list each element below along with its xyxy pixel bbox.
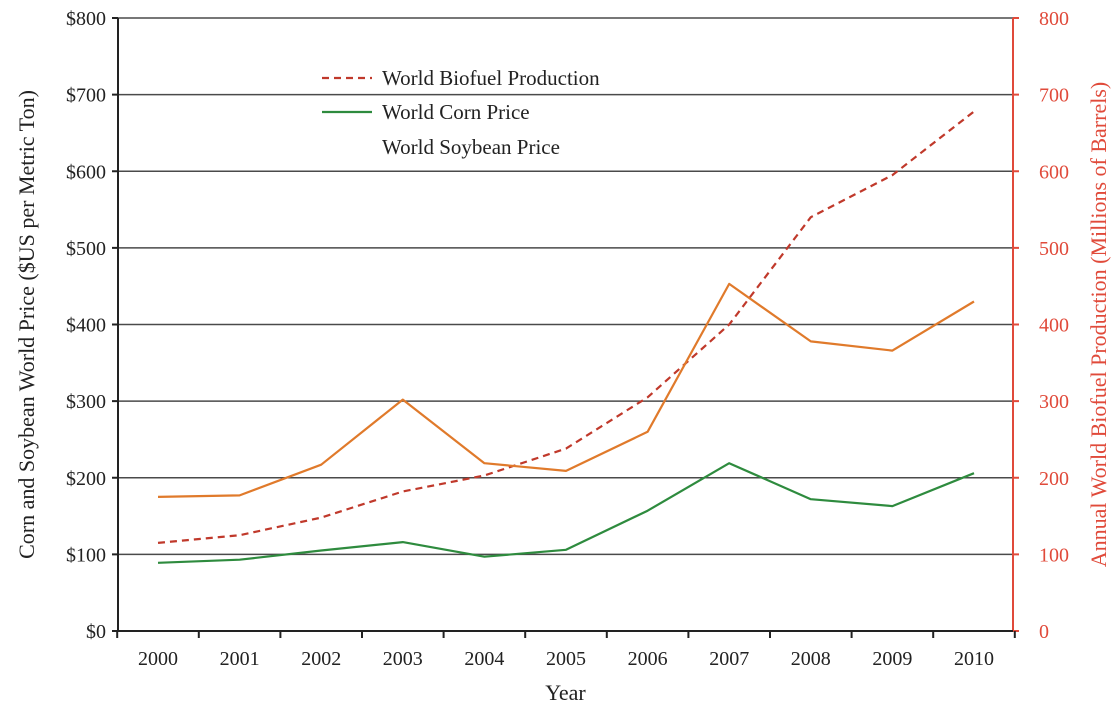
series-line-soybean — [157, 282, 975, 498]
legend-label-biofuel: World Biofuel Production — [382, 66, 600, 90]
series-lines — [157, 110, 975, 564]
x-tick-label: 2010 — [954, 648, 994, 670]
x-tick-label: 2002 — [301, 648, 341, 670]
left-tick-label: $800 — [66, 8, 106, 30]
x-tick-label: 2008 — [791, 648, 831, 670]
right-tick-label: 400 — [1039, 315, 1069, 337]
left-tick-label: $700 — [66, 85, 106, 107]
x-tick-label: 2009 — [872, 648, 912, 670]
right-tick-label: 500 — [1039, 238, 1069, 260]
right-tick-label: 200 — [1039, 468, 1069, 490]
right-y-ticks: 0 100 200 300 400 500 600 700 800 — [1013, 8, 1069, 643]
x-tick-label: 2001 — [220, 648, 260, 670]
right-tick-label: 700 — [1039, 85, 1069, 107]
left-tick-label: $200 — [66, 468, 106, 490]
x-tick-label: 2007 — [709, 648, 749, 670]
left-tick-label: $600 — [66, 161, 106, 183]
left-tick-label: $100 — [66, 544, 106, 566]
x-tick-label: 2000 — [138, 648, 178, 670]
x-axis-title: Year — [545, 680, 586, 705]
left-tick-label: $300 — [66, 391, 106, 413]
legend-label-soybean: World Soybean Price — [382, 135, 560, 159]
right-tick-label: 100 — [1039, 544, 1069, 566]
right-tick-label: 0 — [1039, 621, 1049, 643]
left-tick-label: $500 — [66, 238, 106, 260]
x-tick-label: 2006 — [628, 648, 668, 670]
legend-label-corn: World Corn Price — [382, 100, 530, 124]
x-tick-label: 2003 — [383, 648, 423, 670]
x-tick-label: 2005 — [546, 648, 586, 670]
legend: World Biofuel Production World Corn Pric… — [322, 66, 600, 159]
left-tick-label: $400 — [66, 315, 106, 337]
x-tick-label: 2004 — [464, 648, 504, 670]
left-y-axis-title: Corn and Soybean World Price ($US per Me… — [14, 90, 39, 559]
series-line-biofuel — [157, 110, 975, 544]
x-ticks: 2000 2001 2002 2003 2004 2005 2006 2007 2008 2009… — [116, 631, 1016, 670]
right-tick-label: 800 — [1039, 8, 1069, 30]
grid-lines — [118, 17, 1013, 556]
right-tick-label: 300 — [1039, 391, 1069, 413]
left-y-ticks: $0 $100 $200 $300 $400 $500 $600 $700 $800 — [66, 8, 118, 643]
series-line-corn — [157, 462, 975, 564]
right-y-axis-title: Annual World Biofuel Production (Million… — [1086, 82, 1111, 567]
left-tick-label: $0 — [86, 621, 106, 643]
right-tick-label: 600 — [1039, 161, 1069, 183]
